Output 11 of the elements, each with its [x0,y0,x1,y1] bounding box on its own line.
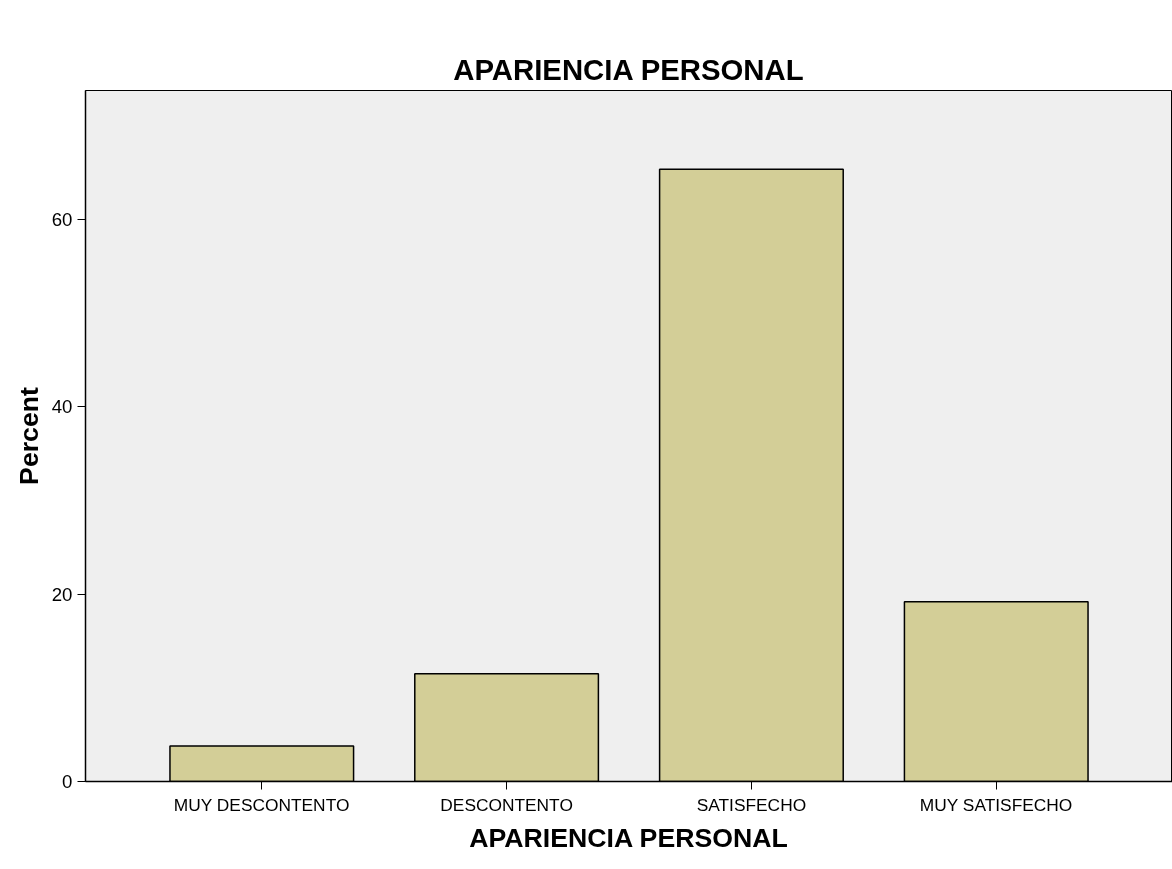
y-tick-label: 40 [51,396,73,418]
y-tick-label: 0 [62,771,73,792]
x-tick-label: MUY DESCONTENTO [173,794,350,815]
chart-title: APARIENCIA PERSONAL [453,52,804,86]
x-axis-title: APARIENCIA PERSONAL [469,822,788,853]
y-tick-label: 60 [51,209,73,231]
x-tick-label: MUY SATISFECHO [919,794,1073,815]
x-tick-label: DESCONTENTO [440,794,573,815]
y-tick-label: 20 [51,583,73,605]
x-tick-label: SATISFECHO [696,794,807,815]
y-axis-title: Percent [13,386,44,485]
